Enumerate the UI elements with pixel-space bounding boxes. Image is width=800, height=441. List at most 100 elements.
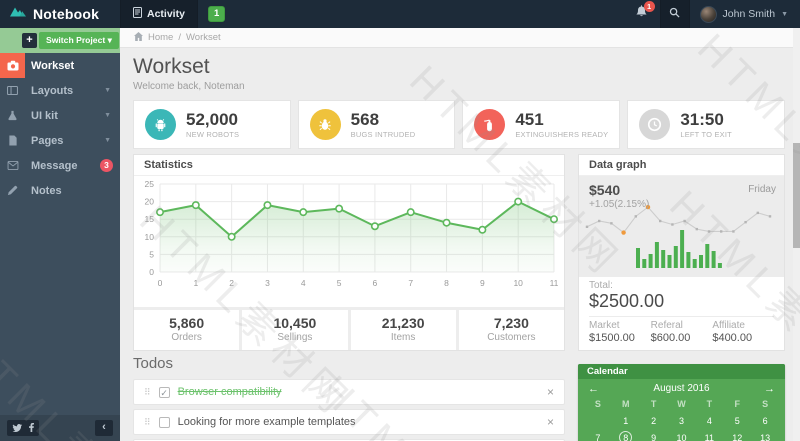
summary-card: 31:50 LEFT TO EXIT — [627, 100, 785, 149]
breakdown-item: Market $1500.00 — [589, 321, 651, 344]
clock-icon — [639, 109, 671, 140]
top-navbar: Notebook Activity 1 1 John Smith ▼ — [0, 0, 800, 28]
calendar-day-header: W — [677, 399, 686, 409]
notifications-button[interactable]: 1 — [623, 0, 660, 28]
brand-name: Notebook — [33, 6, 100, 22]
calendar-day[interactable]: 3 — [678, 416, 684, 426]
todo-list: ⠿ ✓ Browser compatibility × ⠿ Looking for mor… — [133, 379, 565, 441]
avatar — [699, 5, 717, 23]
twitter-icon[interactable] — [12, 419, 22, 437]
calendar-prev-button[interactable]: ← — [588, 383, 599, 395]
summary-stat: 10,450 Sellings — [242, 310, 348, 350]
drag-handle-icon[interactable]: ⠿ — [144, 416, 151, 427]
breakdown-value: $600.00 — [650, 332, 691, 344]
calendar-day-header: T — [650, 399, 657, 409]
activity-button[interactable]: Activity — [120, 0, 198, 28]
message-count-badge: 3 — [100, 159, 113, 172]
close-icon[interactable]: × — [546, 415, 554, 429]
calendar-day[interactable]: 9 — [651, 433, 657, 441]
calendar-day[interactable]: 8 — [612, 429, 640, 441]
svg-text:5: 5 — [337, 278, 342, 288]
content: Workset Welcome back, Noteman 52,000 NEW … — [120, 48, 800, 441]
stat-label: Items — [390, 332, 416, 343]
calendar-day[interactable]: 1 — [623, 416, 629, 426]
calendar-day[interactable]: 13 — [760, 433, 771, 441]
todo-item[interactable]: ⠿ Looking for more example templates × — [133, 409, 565, 435]
todo-checkbox[interactable] — [158, 416, 170, 428]
sidebar-item-label: Message — [31, 159, 78, 172]
data-graph-panel: Data graph $540 +1.05(2.15%) Friday Tota… — [578, 154, 785, 351]
camera-icon — [0, 53, 25, 78]
search-button[interactable] — [659, 0, 690, 28]
robot-icon — [145, 109, 176, 140]
sidebar: + Switch Project ▾ Workset Layouts ▼ UI kit… — [0, 28, 120, 441]
extinguisher-icon — [474, 109, 506, 140]
bug-icon — [309, 109, 341, 140]
calendar-day[interactable]: 10 — [676, 433, 687, 441]
chevron-down-icon: ▼ — [104, 112, 111, 119]
switch-project-button[interactable]: Switch Project ▾ — [39, 32, 119, 49]
todo-item[interactable]: ⠿ ✓ Browser compatibility × — [133, 379, 565, 405]
calendar-day[interactable]: 5 — [734, 416, 740, 426]
statistics-chart: 0 5 10 15 20 25 0 1 2 3 4 5 6 7 8 9 10 11 — [134, 176, 564, 307]
todo-checkbox[interactable]: ✓ — [158, 386, 170, 398]
calendar-day[interactable]: 4 — [706, 416, 712, 426]
data-graph-chart: $540 +1.05(2.15%) Friday — [579, 176, 784, 277]
breadcrumb-separator: / — [178, 32, 181, 43]
user-name: John Smith — [722, 8, 776, 20]
summary-stat: 5,860 Orders — [134, 310, 240, 350]
calendar-day[interactable]: 2 — [651, 416, 657, 426]
breakdown-label: Affiliate — [712, 320, 745, 331]
sidebar-item-pages[interactable]: Pages ▼ — [0, 128, 120, 153]
page-subtitle: Welcome back, Noteman — [133, 81, 245, 92]
calendar-day-header: S — [762, 399, 769, 409]
sidebar-item-notes[interactable]: Notes — [0, 178, 120, 203]
svg-text:4: 4 — [301, 278, 306, 288]
add-project-button[interactable]: + — [22, 33, 37, 48]
calendar-day[interactable]: 6 — [762, 416, 768, 426]
switch-project-strip: + Switch Project ▾ — [0, 28, 120, 53]
stat-cards: 52,000 NEW ROBOTS 568 BUGS INTRUDED 451 EXTIN… — [133, 100, 785, 149]
calendar-title: Calendar — [578, 364, 785, 379]
breakdown-label: Referal — [650, 320, 683, 331]
todos-title: Todos — [133, 355, 174, 372]
stat-value: 21,230 — [381, 315, 425, 331]
sidebar-item-ui-kit[interactable]: UI kit ▼ — [0, 103, 120, 128]
sidebar-item-layouts[interactable]: Layouts ▼ — [0, 78, 120, 103]
data-graph-change: +1.05(2.15%) — [589, 199, 650, 210]
breadcrumb-home[interactable]: Home — [148, 32, 174, 43]
logo-icon — [10, 5, 26, 23]
sidebar-item-message[interactable]: Message 3 — [0, 153, 120, 178]
drag-handle-icon[interactable]: ⠿ — [144, 386, 151, 397]
stat-label: Orders — [171, 332, 202, 343]
activity-count-badge[interactable]: 1 — [207, 6, 226, 22]
scrollbar-thumb[interactable] — [793, 143, 800, 248]
svg-text:5: 5 — [149, 249, 154, 259]
calendar-month: August 2016 — [653, 383, 710, 394]
todo-item[interactable]: ⠿× — [133, 439, 565, 441]
calendar-day[interactable]: 11 — [704, 433, 715, 441]
svg-text:0: 0 — [149, 267, 154, 277]
brand[interactable]: Notebook — [0, 5, 120, 23]
close-icon[interactable]: × — [546, 385, 554, 399]
calendar-next-button[interactable]: → — [764, 383, 775, 395]
pages-icon — [0, 128, 25, 153]
facebook-icon[interactable] — [29, 419, 34, 437]
summary-card: 52,000 NEW ROBOTS — [133, 100, 291, 149]
scrollbar[interactable] — [793, 28, 800, 441]
collapse-sidebar-button[interactable]: ‹ — [95, 420, 113, 436]
card-label: EXTINGUISHERS READY — [515, 129, 609, 139]
breadcrumb-current: Workset — [185, 32, 221, 43]
user-menu[interactable]: John Smith ▼ — [690, 5, 800, 23]
calendar-day-header: M — [622, 399, 630, 409]
calendar-day-header: T — [706, 399, 713, 409]
calendar-grid: S M T W T F S 1 2 3 4 5 6 7 8 9 10 11 12 13 — [578, 395, 785, 441]
caret-down-icon: ▼ — [781, 10, 788, 18]
card-value: 52,000 — [186, 110, 238, 130]
card-label: NEW ROBOTS — [186, 129, 240, 139]
sidebar-item-workset[interactable]: Workset — [0, 53, 120, 78]
breadcrumb: Home / Workset — [120, 28, 800, 48]
calendar-day[interactable]: 7 — [595, 433, 601, 441]
calendar-day[interactable]: 12 — [732, 433, 743, 441]
notes-icon — [0, 178, 25, 203]
